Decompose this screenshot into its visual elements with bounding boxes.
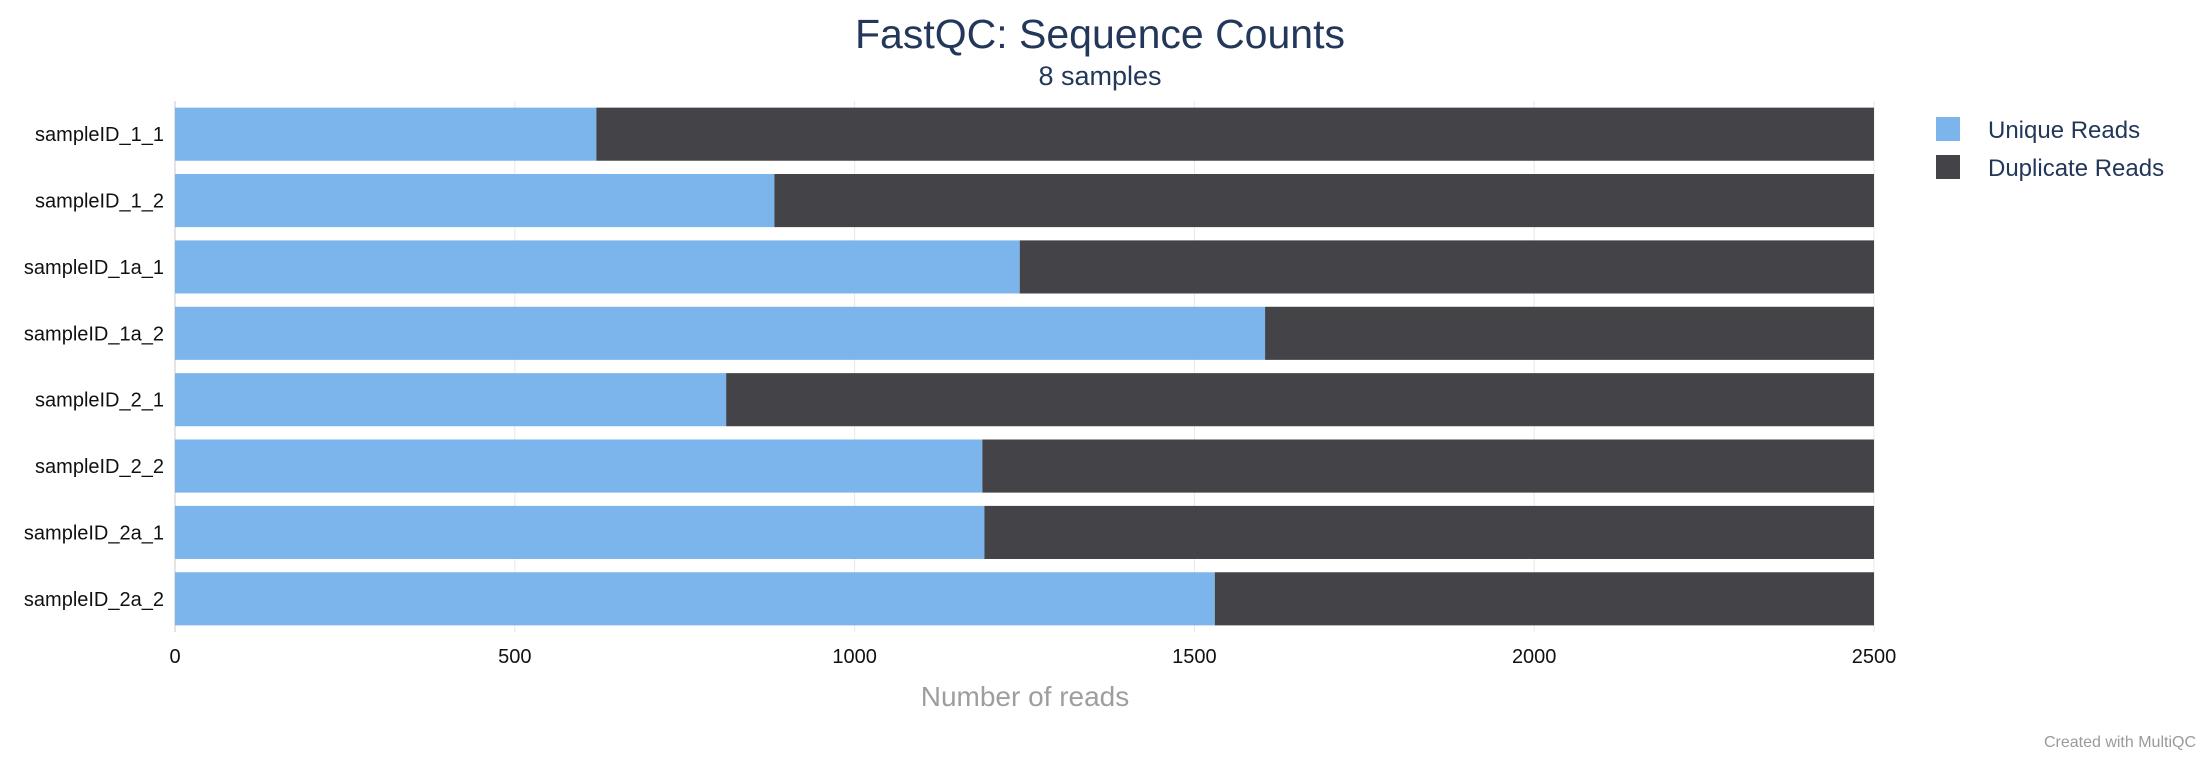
category-label: sampleID_2a_2 bbox=[24, 589, 164, 611]
legend-label[interactable]: Duplicate Reads bbox=[1988, 155, 2164, 182]
x-tick-label: 500 bbox=[498, 646, 531, 668]
category-labels: sampleID_1_1 sampleID_1_2 sampleID_1a_1sam… bbox=[24, 124, 164, 611]
credit-text: Created with MultiQC bbox=[2044, 734, 2196, 751]
legend: Unique Reads Duplicate Reads bbox=[1936, 117, 2164, 182]
bar-duplicate-reads[interactable] bbox=[1019, 240, 1874, 294]
legend-swatch[interactable] bbox=[1936, 117, 1960, 141]
bar-duplicate-reads[interactable] bbox=[1214, 572, 1874, 626]
category-label: sampleID_2_1 bbox=[35, 390, 164, 412]
bar-unique-reads[interactable] bbox=[175, 373, 727, 427]
x-tick-labels: 0 500 1000 1500 2000 2500 bbox=[169, 646, 1896, 668]
category-label: sampleID_1_1 bbox=[35, 124, 164, 146]
category-label: sampleID_1_2 bbox=[35, 191, 164, 213]
bar-unique-reads[interactable] bbox=[175, 439, 983, 493]
x-axis-title: Number of reads bbox=[921, 681, 1130, 712]
bar-unique-reads[interactable] bbox=[175, 107, 597, 161]
chart-title: FastQC: Sequence Counts bbox=[855, 11, 1345, 57]
bar-unique-reads[interactable] bbox=[175, 572, 1215, 626]
bar-duplicate-reads[interactable] bbox=[1265, 306, 1874, 360]
category-label: sampleID_1a_1 bbox=[24, 257, 164, 279]
category-label: sampleID_2_2 bbox=[35, 456, 164, 478]
x-tick-label: 2500 bbox=[1852, 646, 1897, 668]
category-label: sampleID_2a_1 bbox=[24, 522, 164, 544]
bar-unique-reads[interactable] bbox=[175, 240, 1020, 294]
bars-group bbox=[175, 107, 1875, 626]
bar-unique-reads[interactable] bbox=[175, 174, 775, 228]
category-label: sampleID_1a_2 bbox=[24, 323, 164, 345]
x-tick-label: 1500 bbox=[1172, 646, 1217, 668]
legend-swatch[interactable] bbox=[1936, 155, 1960, 179]
bar-unique-reads[interactable] bbox=[175, 306, 1266, 360]
bar-duplicate-reads[interactable] bbox=[726, 373, 1875, 427]
x-tick-label: 0 bbox=[169, 646, 180, 668]
x-tick-label: 2000 bbox=[1512, 646, 1557, 668]
x-tick-label: 1000 bbox=[832, 646, 877, 668]
bar-unique-reads[interactable] bbox=[175, 505, 985, 559]
bar-duplicate-reads[interactable] bbox=[774, 174, 1874, 228]
legend-label[interactable]: Unique Reads bbox=[1988, 117, 2140, 144]
chart-subtitle: 8 samples bbox=[1038, 61, 1161, 91]
bar-duplicate-reads[interactable] bbox=[982, 439, 1874, 493]
bar-duplicate-reads[interactable] bbox=[596, 107, 1874, 161]
bar-duplicate-reads[interactable] bbox=[984, 505, 1874, 559]
